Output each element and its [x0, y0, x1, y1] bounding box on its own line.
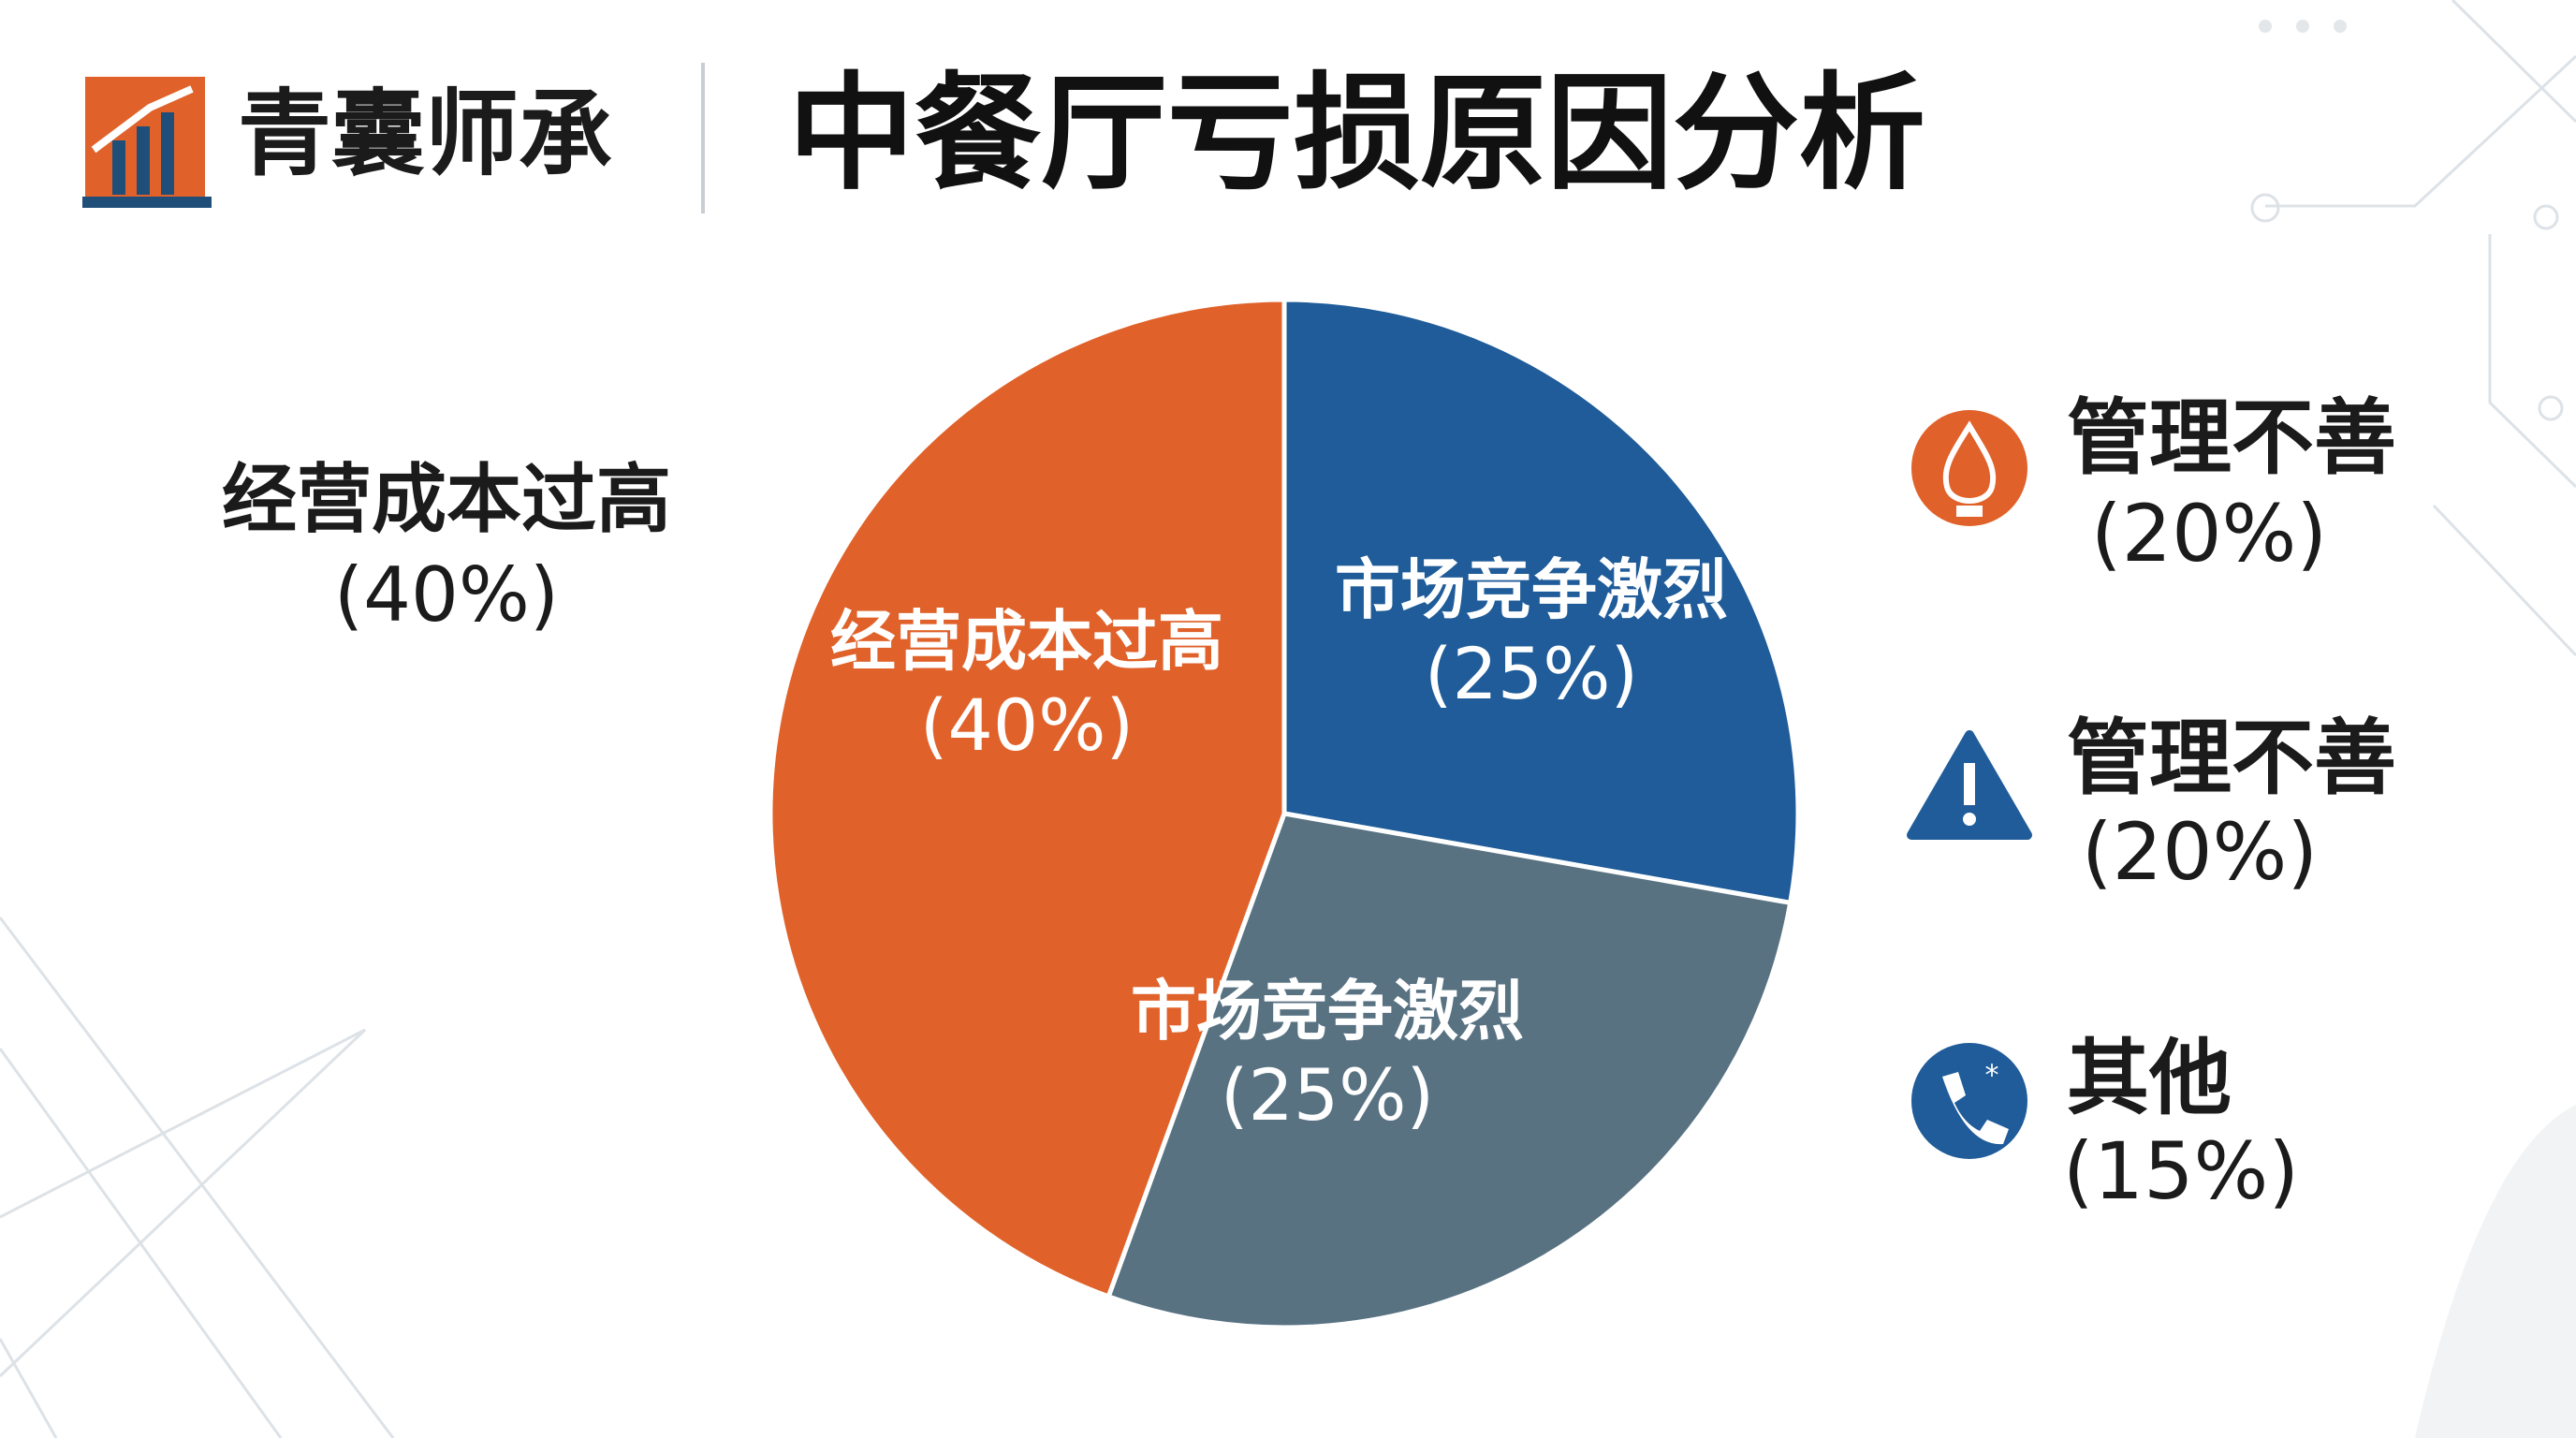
pie: 市场竞争激烈(25%)市场竞争激烈(25%)经营成本过高(40%) — [768, 297, 1801, 1330]
icons: * — [1907, 410, 2032, 1159]
brand: 青囊师承 — [238, 79, 612, 188]
side-item-name: 管理不善 — [2067, 389, 2396, 486]
side-item-name: 管理不善 — [2067, 710, 2396, 806]
side-items: 经营成本过高(40%)管理不善(20%)管理不善(20%)其他(15%) — [222, 389, 2396, 1217]
side-item-value: (20%) — [2082, 806, 2318, 898]
slice-label: 市场竞争激烈 — [1131, 973, 1524, 1049]
side-item-value: (15%) — [2063, 1125, 2299, 1217]
slice-value-label: (25%) — [1221, 1053, 1434, 1137]
pie-slice — [768, 297, 1287, 1300]
svg-text:*: * — [1985, 1060, 1999, 1093]
side-item-value: (20%) — [2091, 488, 2327, 580]
logo — [82, 77, 212, 208]
pie-slice — [1105, 811, 1793, 1330]
slice-label: 市场竞争激烈 — [1335, 551, 1728, 628]
slice-value-label: (25%) — [1425, 632, 1638, 715]
side-item-name: 经营成本过高 — [222, 456, 671, 543]
slice-label: 经营成本过高 — [830, 603, 1223, 680]
chart-title: 中餐厅亏损原因分析 — [788, 60, 1925, 207]
side-item-value: (40%) — [334, 551, 559, 638]
slice-value-label: (40%) — [920, 683, 1134, 767]
pie-slice — [1281, 297, 1801, 906]
side-item-name: 其他 — [2067, 1030, 2232, 1126]
